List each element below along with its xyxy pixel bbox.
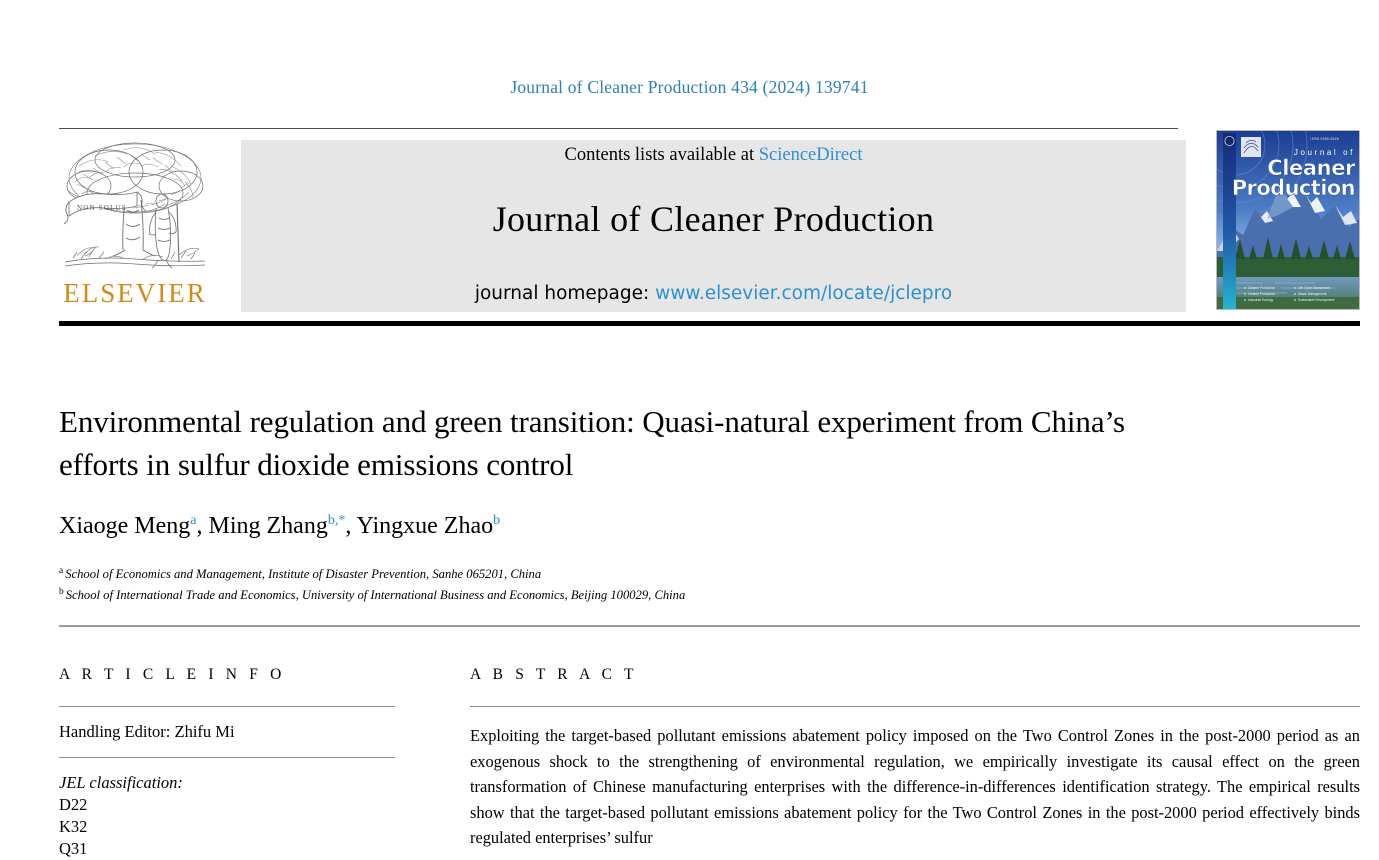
masthead-box	[241, 140, 1186, 312]
author-name: Ming Zhang	[208, 513, 328, 539]
author-affiliation-marker[interactable]: a	[190, 513, 197, 528]
author-affiliation-marker[interactable]: b	[493, 513, 501, 528]
jel-label: JEL classification:	[59, 773, 183, 792]
author-separator: ,	[196, 513, 209, 539]
affiliation-list: a School of Economics and Management, Ins…	[59, 564, 1309, 606]
abstract-heading: A B S T R A C T	[470, 666, 638, 683]
abstract-text: Exploiting the target-based pollutant em…	[470, 726, 1360, 847]
author-list: Xiaoge Menga, Ming Zhangb,*, Yingxue Zha…	[59, 513, 1259, 540]
affiliation-item: a School of Economics and Management, Ins…	[59, 564, 1309, 585]
journal-homepage-link[interactable]: www.elsevier.com/locate/jclepro	[655, 283, 953, 304]
jel-classification-block: JEL classification: D22 K32 Q31	[59, 758, 395, 860]
contents-prefix: Contents lists available at	[564, 145, 759, 165]
jel-code: K32	[59, 817, 88, 836]
author-name: Yingxue Zhao	[356, 513, 494, 539]
section-divider-rule	[59, 625, 1360, 627]
jel-code: D22	[59, 795, 88, 814]
masthead-bottom-rule	[59, 321, 1360, 326]
article-info-heading: A R T I C L E I N F O	[59, 666, 286, 683]
article-page: Journal of Cleaner Production 434 (2024)…	[59, 77, 1360, 858]
elsevier-logo: NON SOLUS	[59, 138, 211, 314]
homepage-line: journal homepage: www.elsevier.com/locat…	[241, 283, 1186, 304]
svg-text:Production: Production	[1232, 176, 1355, 200]
journal-cover-thumbnail: ISSN 0959-6526 Journal of Cleaner Produc…	[1216, 130, 1360, 310]
abstract-top-rule	[470, 706, 1360, 707]
homepage-prefix: journal homepage:	[474, 283, 656, 304]
article-info-mid-rule	[59, 757, 395, 758]
sciencedirect-link[interactable]: ScienceDirect	[758, 145, 863, 165]
article-info-top-rule	[59, 706, 395, 707]
author-affiliation-marker[interactable]: b,*	[327, 513, 346, 528]
author-name: Xiaoge Meng	[59, 513, 191, 539]
journal-title: Journal of Cleaner Production	[492, 199, 935, 239]
affiliation-text: School of Economics and Management, Inst…	[65, 567, 542, 581]
svg-text:Cleaner Production: Cleaner Production	[1248, 286, 1276, 290]
handling-editor: Handling Editor: Zhifu Mi	[59, 722, 235, 741]
svg-text:ISSN 0959-6526: ISSN 0959-6526	[1310, 137, 1339, 141]
running-head: Journal of Cleaner Production 434 (2024)…	[510, 77, 869, 97]
svg-text:Cleaner Production: Cleaner Production	[1248, 292, 1276, 296]
masthead-top-rule	[59, 128, 1178, 129]
article-info-column: A R T I C L E I N F O Handling Editor: Z…	[59, 666, 395, 860]
author-separator: ,	[345, 513, 357, 539]
svg-text:Waste Management: Waste Management	[1298, 292, 1327, 296]
svg-text:NON SOLUS: NON SOLUS	[77, 204, 127, 212]
svg-text:Sustainable Development: Sustainable Development	[1298, 298, 1334, 302]
svg-text:Industrial Ecology: Industrial Ecology	[1248, 298, 1274, 302]
affiliation-marker: a	[59, 565, 64, 576]
affiliation-item: b School of International Trade and Econo…	[59, 585, 1309, 606]
svg-text:Life Cycle Assessment: Life Cycle Assessment	[1298, 286, 1330, 290]
affiliation-marker: b	[59, 586, 64, 597]
elsevier-wordmark: ELSEVIER	[63, 278, 207, 308]
page-title: Environmental regulation and green trans…	[59, 404, 1125, 482]
svg-text:Journal of: Journal of	[1294, 148, 1355, 157]
jel-code: Q31	[59, 839, 88, 858]
abstract-column: A B S T R A C T Exploiting the target-ba…	[470, 666, 1360, 851]
contents-line: Contents lists available at ScienceDirec…	[241, 145, 1186, 166]
elsevier-tree-icon: NON SOLUS	[59, 138, 211, 276]
affiliation-text: School of International Trade and Econom…	[65, 588, 686, 602]
svg-text:Cleaner: Cleaner	[1267, 156, 1356, 180]
